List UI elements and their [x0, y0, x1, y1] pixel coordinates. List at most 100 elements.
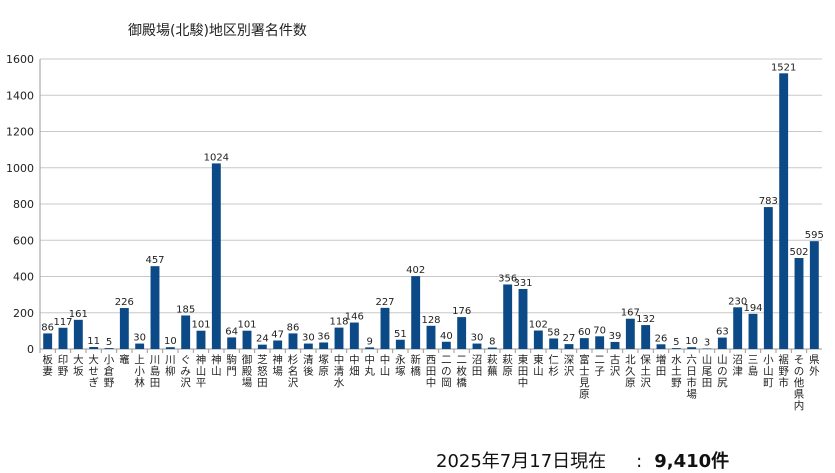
y-tick-label: 200	[13, 307, 34, 320]
x-tick-label: 萩原	[502, 354, 513, 378]
total-count: 9,410件	[654, 451, 730, 472]
bar	[181, 315, 191, 349]
x-tick-label: 沼田	[472, 353, 483, 378]
x-tick-label: 裾野市	[778, 353, 789, 389]
bar	[334, 327, 344, 349]
data-label: 51	[394, 329, 407, 340]
y-tick-label: 1200	[6, 126, 34, 139]
footer-colon: :	[636, 451, 643, 472]
bar	[518, 289, 528, 349]
x-tick-label: 新橋	[410, 353, 421, 378]
x-tick-label: 大せぎ	[88, 353, 99, 389]
data-label: 70	[593, 325, 606, 336]
x-tick-label: 中山	[380, 353, 391, 378]
x-tick-label: 竈	[119, 353, 130, 366]
data-label: 146	[345, 312, 364, 323]
data-label: 783	[759, 196, 778, 207]
bar	[717, 337, 727, 349]
bar	[610, 341, 620, 349]
x-tick-label: 深沢	[564, 354, 575, 378]
bar	[104, 348, 114, 349]
x-tick-label: 仁杉	[548, 354, 559, 378]
data-label: 457	[145, 255, 164, 266]
x-tick-label: 御殿場	[242, 353, 253, 389]
data-label: 3	[704, 337, 710, 348]
data-label: 1024	[204, 152, 229, 163]
x-tick-label: 中畑	[349, 353, 360, 378]
y-tick-label: 400	[13, 271, 34, 284]
data-label: 39	[609, 331, 622, 342]
bar	[564, 344, 574, 349]
data-label: 30	[133, 333, 146, 344]
bar	[579, 338, 589, 349]
data-label: 27	[563, 333, 576, 344]
x-tick-label: 塚原	[318, 354, 329, 378]
bar	[319, 342, 329, 349]
data-label: 30	[302, 333, 315, 344]
data-label: 194	[743, 303, 762, 314]
bar	[196, 330, 206, 349]
data-label: 128	[421, 315, 440, 326]
x-tick-label: 保土沢	[640, 353, 651, 389]
data-label: 331	[513, 278, 532, 289]
chart-title: 御殿場(北駿)地区別署名件数	[128, 23, 307, 39]
data-label: 226	[115, 297, 134, 308]
data-label: 402	[406, 265, 425, 276]
data-label: 40	[440, 331, 453, 342]
x-tick-label: 上小林	[134, 354, 145, 389]
x-tick-label: 中丸	[364, 353, 375, 378]
y-tick-label: 600	[13, 234, 34, 247]
bar	[43, 333, 53, 349]
x-tick-label: 印野	[58, 354, 69, 378]
x-tick-label: 小倉野	[104, 354, 115, 389]
bar	[625, 318, 635, 349]
x-tick-label: 二の岡	[441, 354, 452, 389]
bar	[687, 347, 697, 349]
x-tick-label: 水土野	[671, 354, 682, 389]
x-tick-label: その他県内	[794, 354, 805, 412]
bar	[135, 343, 145, 349]
bar	[349, 322, 359, 349]
bar	[273, 340, 283, 349]
y-tick-label: 0	[27, 343, 34, 356]
bar	[73, 319, 83, 349]
data-label: 230	[728, 296, 747, 307]
y-tick-label: 1600	[6, 53, 34, 66]
bar	[779, 73, 789, 349]
data-label: 176	[452, 306, 471, 317]
x-tick-label: 山の尻	[717, 354, 728, 389]
x-tick-label: 大坂	[73, 353, 84, 378]
bar	[641, 325, 651, 349]
x-tick-label: 永塚	[395, 353, 406, 378]
data-label: 63	[716, 327, 729, 338]
bar	[411, 276, 421, 349]
footer-summary: 2025年7月17日現在:9,410件	[436, 447, 729, 473]
x-tick-label: 北久原	[625, 354, 636, 389]
bar	[227, 337, 237, 349]
data-label: 502	[789, 247, 808, 258]
x-tick-label: 六日市場	[686, 354, 697, 401]
data-label: 9	[366, 336, 372, 347]
data-label: 161	[69, 309, 88, 320]
data-label: 5	[673, 337, 679, 348]
bar	[165, 347, 175, 349]
x-tick-label: 清後	[303, 353, 314, 378]
data-label: 132	[636, 314, 655, 325]
x-tick-label: 川柳	[165, 354, 176, 378]
data-label: 47	[271, 329, 284, 340]
data-label: 8	[489, 337, 495, 348]
bar	[503, 284, 513, 349]
x-tick-label: 神山	[211, 353, 222, 378]
data-label: 356	[498, 273, 517, 284]
bar	[702, 348, 712, 349]
data-label: 24	[256, 334, 269, 345]
x-tick-label: 杉名沢	[288, 353, 299, 389]
data-label: 60	[578, 327, 591, 338]
bar	[211, 163, 221, 349]
x-tick-label: 増田	[656, 353, 667, 378]
x-tick-label: 二枚橋	[456, 354, 467, 389]
bar	[380, 307, 390, 349]
data-label: 10	[685, 336, 698, 347]
data-label: 5	[106, 337, 112, 348]
data-label: 26	[655, 333, 668, 344]
